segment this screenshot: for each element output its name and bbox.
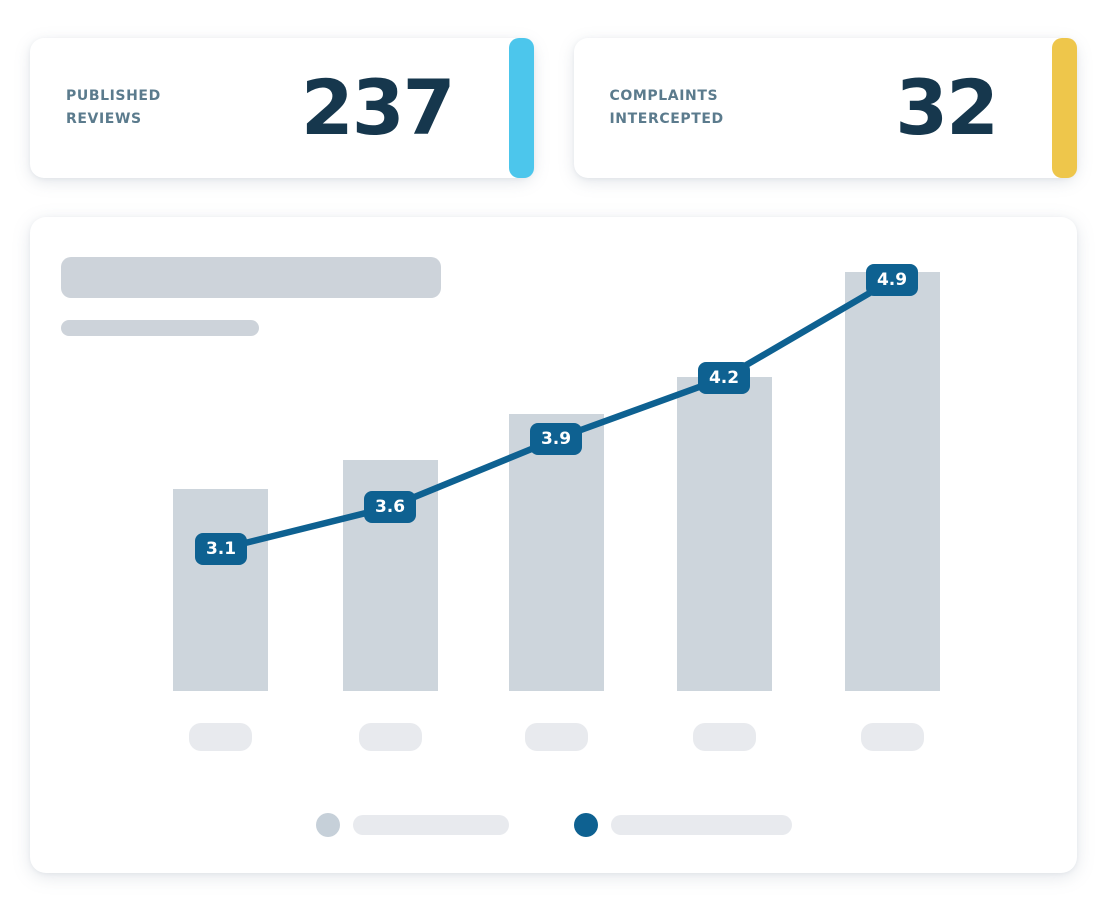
accent-bar-blue: [508, 38, 534, 178]
stat-label-line1: PUBLISHED: [66, 88, 161, 104]
stat-value-complaints-intercepted: 32: [895, 63, 999, 152]
stat-value-published-reviews: 237: [300, 63, 456, 152]
line-value-label: 3.6: [364, 491, 416, 523]
accent-bar-yellow: [1052, 38, 1077, 178]
line-value-label: 3.9: [530, 423, 582, 455]
stat-card-published-reviews: PUBLISHED REVIEWS 237: [30, 38, 534, 178]
stat-label-published-reviews: PUBLISHED REVIEWS: [66, 85, 161, 131]
x-axis-label-placeholder: [188, 723, 252, 751]
stat-card-complaints-intercepted: COMPLAINTS INTERCEPTED 32: [573, 38, 1077, 178]
chart-card: 3.1 3.6 3.9 4.2 4.9: [30, 217, 1077, 873]
stat-label-line1: COMPLAINTS: [609, 88, 719, 104]
legend-item-bars: [315, 813, 509, 837]
chart-title-placeholder: [61, 257, 441, 298]
x-axis-label-placeholder: [860, 723, 924, 751]
bar-segment: [173, 489, 268, 691]
legend-dot-gray: [315, 813, 340, 837]
bar-segment: [677, 377, 772, 691]
dashboard: PUBLISHED REVIEWS 237 COMPLAINTS INTERCE…: [30, 38, 1077, 873]
chart-subtitle-placeholder: [61, 320, 259, 336]
x-axis-label-placeholder: [358, 723, 422, 751]
stat-label-complaints-intercepted: COMPLAINTS INTERCEPTED: [610, 85, 724, 131]
stat-label-line2: REVIEWS: [66, 111, 142, 127]
line-value-label: 3.1: [195, 533, 247, 565]
line-value-label: 4.2: [698, 362, 750, 394]
chart-legend: [30, 813, 1077, 837]
line-value-label: 4.9: [866, 264, 918, 296]
bar-segment: [845, 272, 940, 691]
x-axis-label-placeholder: [692, 723, 756, 751]
x-axis-label-placeholder: [524, 723, 588, 751]
legend-label-placeholder: [610, 815, 792, 835]
stat-label-line2: INTERCEPTED: [609, 111, 724, 127]
combo-bar-line-chart: 3.1 3.6 3.9 4.2 4.9: [30, 217, 1077, 873]
trend-line: [217, 276, 896, 553]
bar-segment: [509, 414, 604, 691]
legend-dot-blue: [573, 813, 598, 837]
legend-label-placeholder: [352, 815, 509, 835]
legend-item-line: [573, 813, 792, 837]
stats-row: PUBLISHED REVIEWS 237 COMPLAINTS INTERCE…: [30, 38, 1077, 178]
